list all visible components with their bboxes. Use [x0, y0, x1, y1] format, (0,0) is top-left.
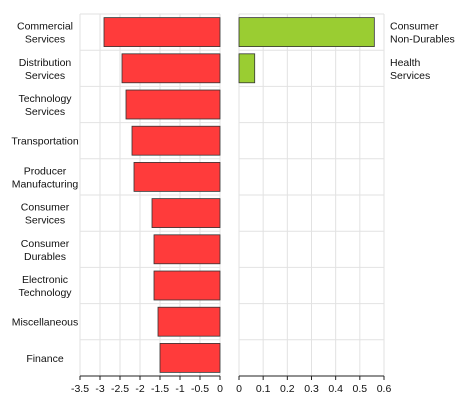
left-category-label-line: Consumer [21, 202, 70, 214]
left-category-label-line: Services [25, 34, 65, 46]
left-category-label-line: Finance [26, 353, 64, 365]
left-category-label-line: Services [25, 106, 65, 118]
left-category-label-line: Miscellaneous [12, 317, 79, 329]
left-x-tick-label: -2 [135, 383, 144, 395]
right-x-tick-label: 0.5 [353, 383, 368, 395]
left-category-label-line: Producer [24, 165, 67, 177]
left-category-label: Distribution Services [19, 57, 72, 82]
left-category-label: Commercial Services [17, 21, 73, 46]
left-category-label: Electronic Technology [18, 274, 72, 299]
left-category-label: Consumer Services [21, 202, 70, 227]
right-x-tick-label: 0.2 [280, 383, 295, 395]
right-x-tick-label: 0.1 [256, 383, 271, 395]
left-category-label-line: Transportation [11, 136, 78, 148]
right-category-label: Health Services [390, 57, 430, 82]
left-category-label-line: Distribution [19, 57, 72, 69]
right-x-tick-label: 0 [236, 383, 242, 395]
left-category-label: Technology Services [18, 93, 72, 118]
left-bar [121, 53, 221, 84]
left-category-label: Miscellaneous [12, 317, 79, 329]
left-x-tick-label: 0 [217, 383, 223, 395]
left-bar [153, 234, 221, 265]
right-x-tick-label: 0.4 [328, 383, 343, 395]
left-x-tick-label: -2.5 [111, 383, 129, 395]
left-category-label: Finance [26, 353, 64, 365]
right-bar [238, 17, 375, 47]
right-x-axis: 0 0.1 0.2 0.3 0.4 0.5 0.6 [236, 375, 392, 395]
right-category-label-line: Services [390, 70, 430, 82]
left-x-axis: -3.5 -3 -2.5 -2 -1.5 -1 -0.5 0 [71, 375, 223, 395]
right-category-label-line: Health [390, 57, 421, 69]
left-category-label: Consumer Durables [21, 238, 70, 263]
left-x-tick-label: -3 [95, 383, 104, 395]
left-bars [103, 17, 221, 373]
right-x-tick-label: 0.6 [377, 383, 392, 395]
left-x-tick-label: -1.5 [151, 383, 169, 395]
right-bars [238, 17, 375, 84]
right-category-label: Consumer Non-Durables [390, 21, 455, 46]
left-bar [151, 198, 221, 228]
left-category-label-line: Technology [18, 93, 72, 105]
right-category-labels: Consumer Non-Durables Health Services [390, 21, 455, 82]
left-category-label-line: Commercial [17, 21, 73, 33]
left-x-tick-label: -0.5 [191, 383, 209, 395]
right-gridlines [238, 13, 385, 377]
left-category-label-line: Services [25, 215, 65, 227]
left-category-label-line: Services [25, 70, 65, 82]
right-category-label-line: Non-Durables [390, 34, 455, 46]
left-category-label-line: Manufacturing [12, 178, 79, 190]
right-x-tick-label: 0.3 [304, 383, 319, 395]
left-bar [159, 343, 221, 373]
left-x-tick-label: -3.5 [71, 383, 89, 395]
left-bar [133, 162, 221, 192]
right-panel: Consumer Non-Durables Health Services 0 0.1 0.… [236, 13, 455, 395]
left-bar [131, 125, 221, 156]
left-category-label: Producer Manufacturing [12, 165, 79, 190]
left-x-tick-label: -1 [175, 383, 184, 395]
left-bar [157, 306, 221, 337]
left-category-label-line: Technology [18, 287, 72, 299]
left-category-label-line: Consumer [21, 238, 70, 250]
left-bar [125, 89, 221, 120]
left-bar [103, 17, 221, 47]
right-category-label-line: Consumer [390, 21, 439, 33]
left-category-label: Transportation [11, 136, 78, 148]
right-bar [238, 53, 256, 84]
left-category-label-line: Electronic [22, 274, 68, 286]
left-category-label-line: Durables [24, 251, 66, 263]
left-bar [153, 270, 221, 301]
